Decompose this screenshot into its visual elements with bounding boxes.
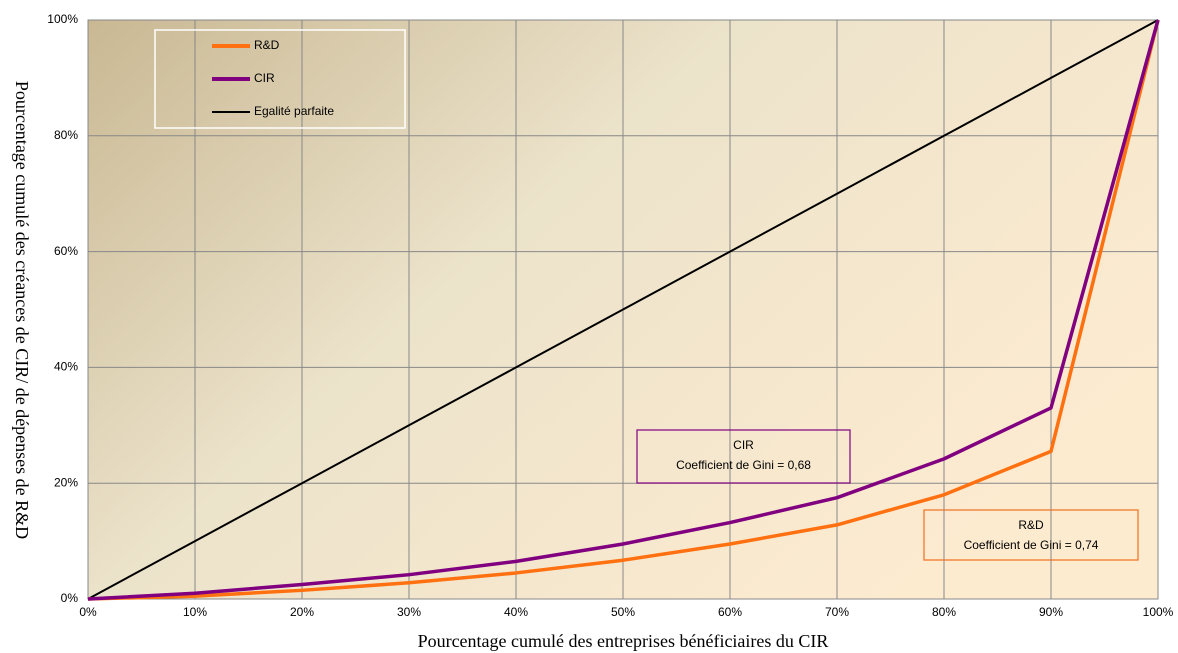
x-tick-label: 20%	[290, 605, 314, 619]
annotation-text: Coefficient de Gini = 0,74	[964, 538, 1099, 552]
x-tick-label: 10%	[183, 605, 207, 619]
y-tick-label: 60%	[54, 244, 78, 258]
y-tick-label: 20%	[54, 475, 78, 489]
x-tick-label: 70%	[825, 605, 849, 619]
annotation-box	[636, 429, 851, 484]
series-line	[87, 19, 1160, 601]
y-tick-label: 0%	[61, 591, 79, 605]
x-tick-label: 30%	[397, 605, 421, 619]
x-tick-label: 50%	[611, 605, 635, 619]
annotation-text: R&D	[1018, 518, 1044, 532]
y-tick-label: 80%	[54, 128, 78, 142]
annotation-box	[923, 509, 1139, 561]
x-tick-label: 40%	[504, 605, 528, 619]
legend-label: R&D	[254, 38, 280, 52]
legend-box	[154, 29, 406, 129]
legend-label: Egalité parfaite	[254, 104, 334, 118]
x-tick-label: 0%	[79, 605, 97, 619]
x-tick-label: 100%	[1143, 605, 1174, 619]
y-axis-label: Pourcentage cumulé des créances de CIR/ …	[12, 81, 32, 539]
x-tick-label: 90%	[1039, 605, 1063, 619]
x-axis-label: Pourcentage cumulé des entreprises bénéf…	[418, 631, 829, 651]
x-tick-label: 60%	[718, 605, 742, 619]
annotation-text: Coefficient de Gini = 0,68	[676, 458, 811, 472]
x-tick-label: 80%	[932, 605, 956, 619]
series-line	[87, 19, 1159, 600]
series-line	[87, 19, 1160, 601]
annotation-text: CIR	[733, 438, 754, 452]
y-tick-label: 100%	[47, 12, 78, 26]
y-tick-label: 40%	[54, 360, 78, 374]
plot-border	[87, 19, 1159, 600]
legend-label: CIR	[254, 71, 275, 85]
